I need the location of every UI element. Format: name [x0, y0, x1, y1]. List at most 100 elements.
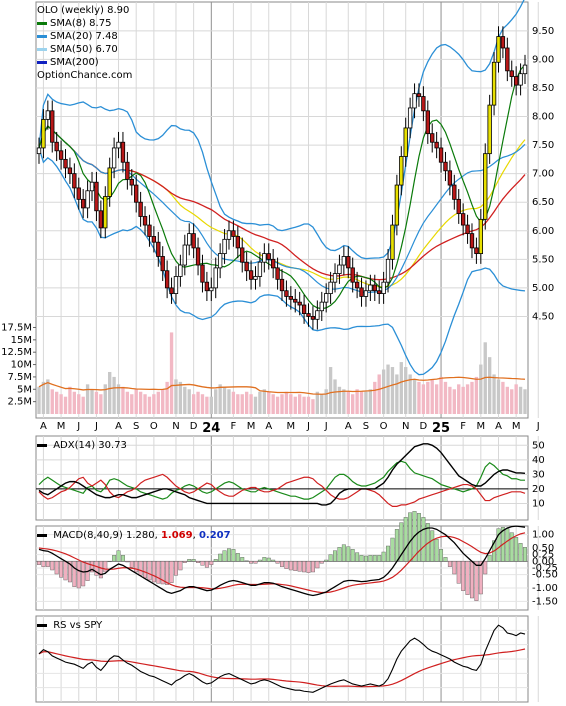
- volume-bar: [231, 391, 236, 414]
- macd-histogram-bar: [487, 555, 492, 562]
- macd-histogram-bar: [284, 561, 289, 569]
- volume-bar: [99, 394, 103, 414]
- volume-bar: [59, 394, 63, 414]
- adx-panel-title: ADX(14) 30.73: [37, 440, 127, 451]
- macd-histogram-bar: [416, 513, 421, 562]
- macd-histogram-bar: [394, 529, 399, 562]
- candle-body: [359, 287, 364, 297]
- volume-bar: [351, 394, 355, 414]
- macd-histogram-bar: [143, 561, 148, 579]
- candle-body: [244, 261, 249, 272]
- candle-body: [483, 153, 488, 220]
- macd-histogram-bar: [120, 555, 125, 562]
- candle-body: [257, 261, 263, 277]
- candle-body: [231, 230, 236, 237]
- candle-body: [178, 264, 183, 277]
- macd-histogram-bar: [310, 561, 315, 573]
- price-tick-label: 4.50: [532, 311, 554, 322]
- macd-histogram-bar: [377, 555, 382, 562]
- macd-histogram-bar: [129, 561, 134, 568]
- volume-bar: [315, 391, 320, 414]
- macd-histogram-bar: [372, 555, 377, 562]
- rs-swatch: [37, 623, 47, 627]
- candle-body: [85, 190, 90, 209]
- candle-body: [125, 161, 130, 180]
- volume-bar: [90, 389, 94, 414]
- volume-bar: [465, 384, 470, 414]
- price-tick-label: 7.50: [532, 140, 554, 151]
- macd-histogram-bar: [359, 555, 364, 562]
- volume-bar: [152, 394, 156, 414]
- candle-body: [217, 253, 223, 269]
- volume-bar: [262, 389, 267, 414]
- candle-body: [129, 178, 134, 186]
- price-tick-label: 5.50: [532, 254, 554, 265]
- volume-bar: [510, 389, 514, 414]
- candle-body: [164, 270, 170, 289]
- macd-histogram-bar: [390, 537, 395, 562]
- candle-body: [399, 156, 404, 186]
- adx-tick-label: 30: [532, 469, 545, 480]
- volume-bar: [381, 369, 386, 414]
- volume-bar: [209, 396, 213, 414]
- macd-histogram-bar: [456, 561, 461, 584]
- price-panel-frame: [35, 1, 529, 419]
- volume-bar: [196, 391, 200, 414]
- macd-histogram-bar: [518, 543, 523, 562]
- volume-bar: [324, 389, 328, 414]
- candle-body: [270, 258, 276, 269]
- macd-histogram-bar: [116, 550, 121, 562]
- candle-body: [416, 93, 422, 97]
- macd-tick-label: 0.25: [532, 550, 554, 561]
- macd-histogram-bar: [302, 561, 307, 573]
- volume-bar: [174, 379, 178, 414]
- volume-bar: [214, 389, 218, 414]
- volume-bar: [280, 394, 284, 414]
- macd-histogram-bar: [275, 561, 280, 564]
- candle-body: [505, 47, 510, 72]
- legend-swatch-sma200: [37, 61, 47, 64]
- candle-body: [491, 61, 497, 106]
- macd-histogram-bar: [54, 561, 59, 575]
- month-label: S: [133, 421, 139, 432]
- candle-body: [275, 267, 280, 280]
- candle-body: [98, 210, 104, 229]
- volume-bar: [37, 386, 41, 414]
- volume-bar: [236, 394, 240, 414]
- month-label: O: [380, 421, 388, 432]
- candle-body: [142, 216, 148, 226]
- candle-body: [337, 264, 342, 275]
- month-label: M: [512, 421, 521, 432]
- legend-label-sma200: SMA(200): [50, 57, 99, 68]
- legend-swatch-sma8: [37, 22, 47, 25]
- volume-bar: [218, 384, 222, 414]
- volume-bar: [439, 376, 443, 414]
- macd-tick-label: 0.00: [532, 556, 554, 567]
- candle-body: [284, 290, 289, 297]
- candle-body: [407, 107, 413, 129]
- macd-tick-label: 0.50: [532, 543, 554, 554]
- macd-histogram-bar: [134, 561, 139, 573]
- macd-histogram-bar: [293, 561, 298, 571]
- macd-histogram-bar: [107, 561, 112, 563]
- volume-bar: [434, 384, 439, 414]
- volume-bar: [227, 389, 231, 414]
- candle-body: [324, 293, 329, 303]
- macd-histogram-bar: [257, 559, 262, 562]
- macd-histogram-bar: [50, 561, 55, 571]
- candle-body: [195, 247, 201, 266]
- candle-body: [58, 150, 64, 160]
- candle-body: [248, 270, 254, 280]
- macd-histogram-bar: [67, 561, 72, 583]
- candle-body: [266, 253, 271, 260]
- candle-body: [89, 181, 95, 192]
- macd-histogram-bar: [306, 561, 311, 573]
- volume-bar: [496, 379, 501, 414]
- month-label: M: [247, 421, 256, 432]
- macd-histogram-bar: [474, 561, 479, 601]
- macd-histogram-bar: [72, 561, 77, 587]
- volume-tick-label: 2.5M: [7, 397, 32, 408]
- volume-bar: [479, 364, 483, 414]
- candle-body: [134, 184, 139, 203]
- volume-bar: [346, 391, 350, 414]
